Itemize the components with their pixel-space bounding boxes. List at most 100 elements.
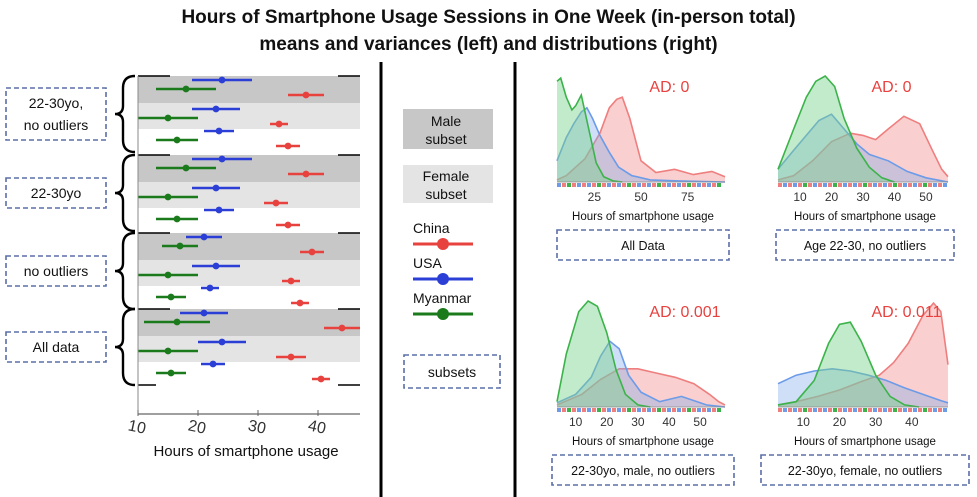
- rug-mark: [612, 408, 616, 412]
- mean-point-usa: [209, 360, 217, 368]
- panel-caption-box: [775, 229, 955, 261]
- rug-mark: [938, 408, 942, 412]
- group-1: 22-30yo: [5, 153, 360, 233]
- rug-mark: [697, 408, 701, 412]
- legend-series-name: USA: [413, 255, 442, 271]
- rug-mark: [923, 408, 927, 412]
- panel-x-tick-label: 40: [905, 415, 919, 429]
- legend-series-name: China: [413, 220, 450, 236]
- x-axis-label: Hours of smartphone usage: [153, 443, 338, 460]
- mean-point-china: [317, 375, 325, 383]
- rug-mark: [632, 408, 636, 412]
- panel-x-tick-label: 10: [793, 190, 807, 204]
- distribution-panel-0: 25 50 75 Hours of smartphone usage AD: 0 All …: [556, 76, 730, 261]
- rug-mark: [652, 183, 656, 187]
- mean-point-usa: [218, 155, 226, 163]
- female-band: [138, 336, 360, 362]
- rug-mark: [582, 408, 586, 412]
- panel-x-tick-label: 30: [631, 415, 645, 429]
- rug-mark: [667, 183, 671, 187]
- mean-point-usa: [215, 127, 223, 135]
- rug-mark: [818, 183, 822, 187]
- panel-caption: 22-30yo, male, no outliers: [571, 464, 715, 478]
- rug-mark: [943, 183, 947, 187]
- group-label-box: [5, 87, 107, 141]
- group-0: 22-30yo, no outliers: [5, 74, 360, 154]
- mean-point-myanmar: [173, 215, 181, 223]
- mean-point-myanmar: [164, 271, 172, 279]
- mean-point-china: [284, 221, 292, 229]
- x-tick-label: 30: [246, 417, 267, 437]
- density-line-china: [777, 115, 949, 181]
- rug-mark: [707, 183, 711, 187]
- means-variances-chart: 22-30yo, no outliers 22-30yo no outliers All…: [5, 74, 360, 460]
- group-label-text: All data: [33, 339, 80, 355]
- rug-mark: [647, 408, 651, 412]
- panel-caption-box: [556, 229, 730, 261]
- female-band: [138, 103, 360, 129]
- mean-point-myanmar: [164, 193, 172, 201]
- legend-female-swatch: [403, 165, 493, 203]
- panel-caption: 22-30yo, female, no outliers: [788, 464, 942, 478]
- rug-mark: [928, 183, 932, 187]
- rug-mark: [778, 183, 782, 187]
- rug-mark: [587, 408, 591, 412]
- rug-mark: [843, 183, 847, 187]
- x-tick-label: 10: [126, 417, 147, 437]
- rug-mark: [843, 408, 847, 412]
- rug-mark: [697, 183, 701, 187]
- density-line-myanmar: [777, 321, 920, 408]
- group-brace: [114, 74, 136, 154]
- rug-mark: [838, 183, 842, 187]
- legend-series-marker: [437, 308, 449, 320]
- rug-mark: [783, 408, 787, 412]
- density-line-china: [556, 368, 726, 406]
- panel-x-tick-label: 30: [869, 415, 883, 429]
- rug-mark: [607, 408, 611, 412]
- rug-mark: [607, 183, 611, 187]
- mean-point-china: [287, 353, 295, 361]
- rug-mark: [707, 408, 711, 412]
- rug-mark: [868, 183, 872, 187]
- panel-caption: Age 22-30, no outliers: [804, 239, 926, 253]
- rug-mark: [808, 408, 812, 412]
- rug-mark: [793, 408, 797, 412]
- panel-x-tick-label: 75: [681, 190, 695, 204]
- rug-mark: [798, 183, 802, 187]
- density-area-china: [778, 303, 948, 407]
- group-2: no outliers: [5, 231, 360, 311]
- rug-mark: [833, 183, 837, 187]
- rug-mark: [868, 408, 872, 412]
- rug-mark: [813, 183, 817, 187]
- panel-x-tick-label: 50: [693, 415, 707, 429]
- rug-mark: [627, 408, 631, 412]
- rug-mark: [637, 183, 641, 187]
- density-line-myanmar: [777, 74, 895, 183]
- mean-point-usa: [212, 105, 220, 113]
- rug-mark: [813, 408, 817, 412]
- mean-point-china: [272, 199, 280, 207]
- rug-mark: [933, 183, 937, 187]
- group-label-box: [5, 331, 107, 363]
- rug-mark: [908, 408, 912, 412]
- density-area-china: [557, 97, 725, 182]
- rug-mark: [863, 408, 867, 412]
- rug-mark: [908, 183, 912, 187]
- rug-mark: [818, 408, 822, 412]
- mean-point-china: [302, 170, 310, 178]
- rug-mark: [557, 183, 561, 187]
- rug-mark: [692, 408, 696, 412]
- rug-mark: [888, 183, 892, 187]
- density-line-myanmar: [556, 299, 651, 408]
- rug-mark: [612, 183, 616, 187]
- group-label-text: no outliers: [24, 117, 89, 133]
- panel-x-axis-label: Hours of smartphone usage: [794, 436, 936, 448]
- legend-subsets-box: [403, 354, 501, 389]
- panel-x-axis-label: Hours of smartphone usage: [572, 436, 714, 448]
- mean-point-myanmar: [173, 318, 181, 326]
- rug-mark: [582, 183, 586, 187]
- panel-caption-box: [551, 454, 735, 486]
- panel-x-tick-label: 10: [569, 415, 583, 429]
- rug-mark: [562, 183, 566, 187]
- rug-mark: [918, 183, 922, 187]
